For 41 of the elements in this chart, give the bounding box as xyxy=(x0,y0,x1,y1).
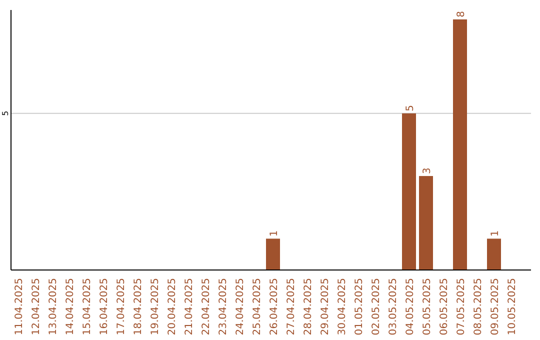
x-tick-label: 14.04.2025 xyxy=(65,278,76,336)
x-tick-label: 11.04.2025 xyxy=(14,278,25,336)
x-tick-label: 06.05.2025 xyxy=(439,278,450,336)
x-tick-label: 18.04.2025 xyxy=(133,278,144,336)
data-label: 8 xyxy=(456,11,467,18)
data-label: 1 xyxy=(269,230,280,237)
bar xyxy=(453,19,467,270)
bar xyxy=(266,238,280,270)
x-tick-label: 05.05.2025 xyxy=(422,278,433,336)
bar xyxy=(419,176,433,270)
x-tick-label: 09.05.2025 xyxy=(490,278,501,336)
x-tick-label: 22.04.2025 xyxy=(201,278,212,336)
x-tick-label: 04.05.2025 xyxy=(405,278,416,336)
x-tick-label: 26.04.2025 xyxy=(269,278,280,336)
x-tick-label: 13.04.2025 xyxy=(48,278,59,336)
x-tick-label: 25.04.2025 xyxy=(252,278,263,336)
x-tick-label: 20.04.2025 xyxy=(167,278,178,336)
x-tick-label: 01.05.2025 xyxy=(354,278,365,336)
data-label: 3 xyxy=(422,168,433,174)
x-tick-label: 28.04.2025 xyxy=(303,278,314,336)
data-label: 1 xyxy=(490,230,501,237)
x-tick-label: 19.04.2025 xyxy=(150,278,161,336)
x-tick-label: 16.04.2025 xyxy=(99,278,110,336)
x-tick-label: 12.04.2025 xyxy=(31,278,42,336)
bar xyxy=(487,238,501,270)
x-tick-label: 08.05.2025 xyxy=(473,278,484,336)
data-label: 5 xyxy=(405,105,416,112)
x-tick-label: 21.04.2025 xyxy=(184,278,195,336)
x-tick-label: 30.04.2025 xyxy=(337,278,348,336)
x-tick-label: 24.04.2025 xyxy=(235,278,246,336)
x-tick-label: 29.04.2025 xyxy=(320,278,331,336)
x-tick-label: 27.04.2025 xyxy=(286,278,297,336)
x-tick-label: 17.04.2025 xyxy=(116,278,127,336)
ref-line-label: 5 xyxy=(1,110,10,116)
x-tick-label: 23.04.2025 xyxy=(218,278,229,336)
x-tick-label: 15.04.2025 xyxy=(82,278,93,336)
x-tick-label: 03.05.2025 xyxy=(388,278,399,336)
x-tick-label: 02.05.2025 xyxy=(371,278,382,336)
bar xyxy=(402,113,416,270)
x-tick-label: 10.05.2025 xyxy=(507,278,518,336)
x-tick-label: 07.05.2025 xyxy=(456,278,467,336)
